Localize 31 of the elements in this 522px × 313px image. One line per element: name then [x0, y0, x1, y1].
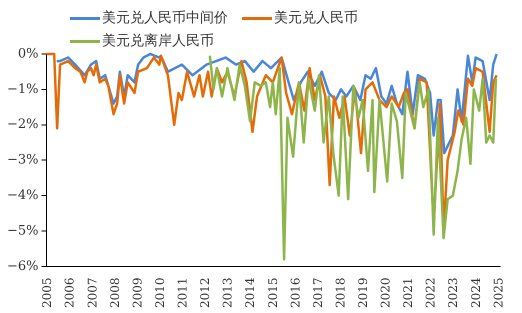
- y-tick-label: −4%: [6, 188, 39, 204]
- x-tick-label: 2022: [424, 277, 438, 308]
- x-tick-label: 2005: [40, 277, 54, 308]
- x-tick-label: 2006: [62, 277, 77, 308]
- x-tick-label: 2025: [491, 277, 506, 308]
- x-tick-label: 2020: [378, 277, 393, 308]
- x-tick-label: 2017: [310, 277, 325, 308]
- x-tick-label: 2023: [446, 277, 460, 308]
- x-tick-label: 2010: [152, 277, 167, 308]
- x-tick-label: 2021: [401, 277, 416, 308]
- x-tick-label: 2008: [108, 277, 122, 308]
- legend-label: 美元兑离岸人民币: [102, 32, 214, 51]
- x-tick-label: 2011: [176, 277, 190, 308]
- x-tick-label: 2014: [243, 277, 258, 308]
- x-tick-label: 2007: [85, 277, 100, 308]
- x-tick-label: 2015: [266, 277, 280, 308]
- x-tick-label: 2013: [220, 277, 235, 308]
- y-tick-label: −1%: [6, 82, 39, 97]
- x-tick-label: 2018: [333, 277, 348, 308]
- y-tick-label: 0%: [18, 46, 39, 62]
- legend-label: 美元兑人民币中间价: [102, 9, 228, 28]
- x-tick-label: 2012: [198, 277, 212, 308]
- y-tick-label: −2%: [6, 117, 39, 132]
- x-tick-label: 2019: [356, 277, 370, 308]
- x-tick-label: 2016: [288, 277, 302, 308]
- x-tick-label: 2024: [468, 277, 483, 308]
- legend-label: 美元兑人民币: [274, 9, 358, 28]
- x-tick-label: 2009: [130, 277, 144, 308]
- y-tick-label: −6%: [6, 258, 39, 274]
- y-tick-label: −3%: [6, 152, 39, 168]
- y-tick-label: −5%: [6, 223, 39, 238]
